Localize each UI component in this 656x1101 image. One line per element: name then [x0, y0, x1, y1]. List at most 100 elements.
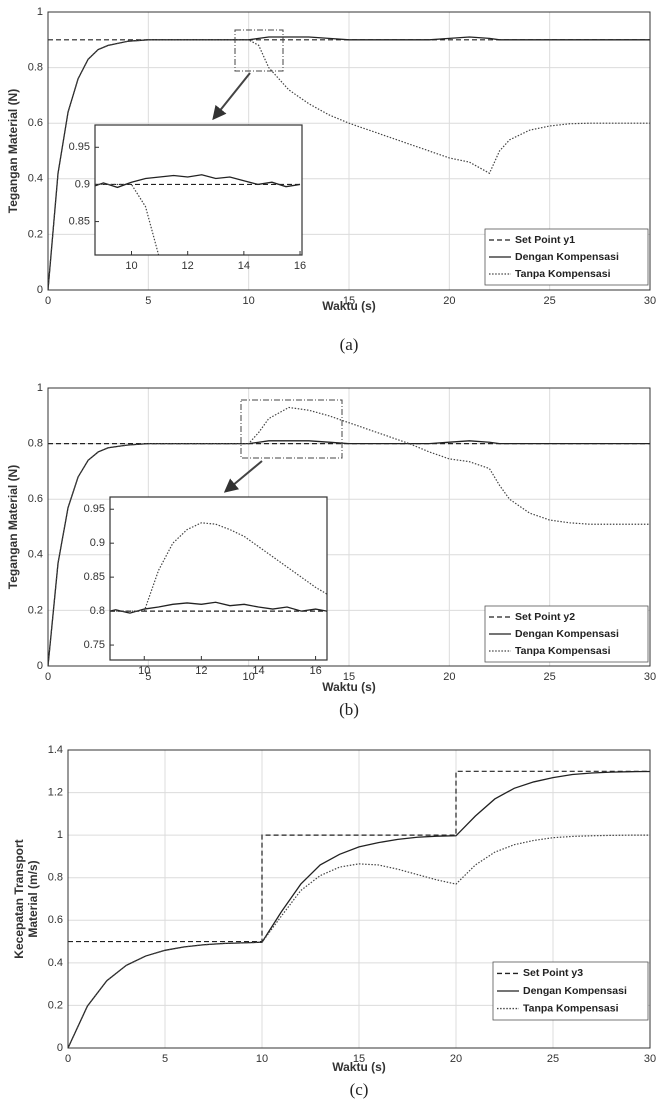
y-tick-label: 0.8: [28, 438, 43, 450]
y-tick-label: 0.2: [28, 604, 43, 616]
series-line: [48, 39, 650, 290]
x-tick-label: 20: [450, 1053, 462, 1065]
series-line: [110, 601, 327, 614]
y-tick-label: 0.8: [90, 605, 105, 617]
y-tick-label: 0.85: [69, 215, 90, 227]
x-tick-label: 14: [252, 665, 264, 677]
y-tick-label: 0.4: [48, 957, 63, 969]
y-axis-label: Tegangan Material (N): [6, 89, 20, 213]
x-tick-label: 5: [162, 1053, 168, 1065]
zoom-box: [240, 399, 343, 459]
legend-label: Set Point y3: [523, 967, 583, 979]
x-tick-label: 10: [243, 295, 255, 307]
legend: Set Point y2 Dengan Kompensasi Tanpa Kompe…: [484, 605, 649, 663]
x-tick-label: 16: [309, 665, 321, 677]
plot-frame: [109, 496, 328, 661]
legend-label: Tanpa Kompensasi: [515, 268, 611, 280]
x-tick-label: 5: [145, 671, 151, 683]
y-tick-label: 0: [37, 660, 43, 672]
x-tick-label: 15: [353, 1053, 365, 1065]
series-line: [95, 174, 301, 189]
x-tick-label: 30: [644, 295, 656, 307]
plot-frame: [94, 124, 303, 256]
legend-box: [484, 228, 649, 286]
legend-label: Dengan Kompensasi: [515, 628, 619, 640]
legend-label: Dengan Kompensasi: [515, 251, 619, 263]
x-tick-label: 14: [238, 260, 250, 272]
x-tick-label: 25: [547, 1053, 559, 1065]
plot-frame: [47, 11, 651, 291]
inset-chart: 0.75 0.8 0.85 0.9 0.95 10 12 14 16: [84, 496, 328, 677]
x-tick-label: 0: [65, 1053, 71, 1065]
x-tick-label: 10: [138, 665, 150, 677]
y-tick-label: 1: [37, 382, 43, 394]
legend-box: [484, 605, 649, 663]
zoom-box: [234, 29, 284, 72]
legend: Set Point y3 Dengan Kompensasi Tanpa Kompe…: [492, 961, 649, 1021]
legend-label: Set Point y2: [515, 611, 575, 623]
y-tick-label: 1: [37, 6, 43, 18]
plot-background: [110, 497, 327, 660]
x-tick-label: 30: [644, 1053, 656, 1065]
y-tick-label: 0.95: [84, 503, 105, 515]
plot-frame: [47, 387, 651, 667]
x-tick-label: 0: [45, 671, 51, 683]
y-tick-label: 0.9: [75, 178, 90, 190]
legend-label: Tanpa Kompensasi: [523, 1002, 619, 1014]
zoom-annotations: [212, 29, 343, 493]
y-tick-label: 0.4: [28, 549, 43, 561]
x-tick-label: 25: [544, 671, 556, 683]
y-tick-label: 0.9: [90, 537, 105, 549]
zoom-arrow: [212, 72, 251, 121]
legend-label: Set Point y1: [515, 234, 575, 246]
y-tick-label: 1.4: [48, 744, 63, 756]
series-line: [68, 770, 650, 943]
x-tick-label: 20: [443, 671, 455, 683]
y-tick-label: 0: [57, 1042, 63, 1054]
x-tick-label: 15: [343, 671, 355, 683]
y-tick-label: 0.6: [48, 914, 63, 926]
y-tick-label: 0: [37, 284, 43, 296]
x-tick-label: 5: [145, 295, 151, 307]
y-axis-label: Tegangan Material (N): [6, 465, 20, 589]
y-tick-label: 0.4: [28, 173, 43, 185]
x-tick-label: 10: [125, 260, 137, 272]
x-tick-label: 30: [644, 671, 656, 683]
x-tick-label: 10: [243, 671, 255, 683]
y-axis-label: Material (m/s): [26, 860, 40, 937]
inset-chart: 0.85 0.9 0.95 10 12 14 16: [69, 124, 306, 272]
zoom-arrow: [223, 460, 263, 493]
y-tick-label: 0.8: [28, 62, 43, 74]
x-axis-label: Waktu (s): [332, 1060, 386, 1074]
y-axis-label: Kecepatan Transport: [12, 839, 26, 958]
y-tick-label: 0.95: [69, 141, 90, 153]
x-tick-label: 12: [182, 260, 194, 272]
series-line: [48, 406, 650, 666]
x-tick-label: 25: [544, 295, 556, 307]
x-tick-label: 16: [294, 260, 306, 272]
x-tick-label: 12: [195, 665, 207, 677]
caption: (a): [340, 335, 359, 354]
plot-frame: [67, 749, 651, 1049]
series-line: [48, 36, 650, 290]
y-tick-label: 0.2: [28, 228, 43, 240]
series-line: [68, 834, 650, 1048]
x-tick-label: 0: [45, 295, 51, 307]
x-axis-label: Waktu (s): [322, 299, 376, 313]
y-tick-label: 0.85: [84, 571, 105, 583]
plot-background: [95, 125, 302, 255]
y-tick-label: 0.2: [48, 999, 63, 1011]
y-tick-label: 0.6: [28, 117, 43, 129]
y-tick-label: 0.8: [48, 872, 63, 884]
y-tick-label: 1.2: [48, 786, 63, 798]
x-tick-label: 15: [343, 295, 355, 307]
y-tick-label: 0.6: [28, 493, 43, 505]
x-tick-label: 20: [443, 295, 455, 307]
caption: (c): [350, 1080, 369, 1099]
legend-label: Tanpa Kompensasi: [515, 645, 611, 657]
x-tick-label: 10: [256, 1053, 268, 1065]
